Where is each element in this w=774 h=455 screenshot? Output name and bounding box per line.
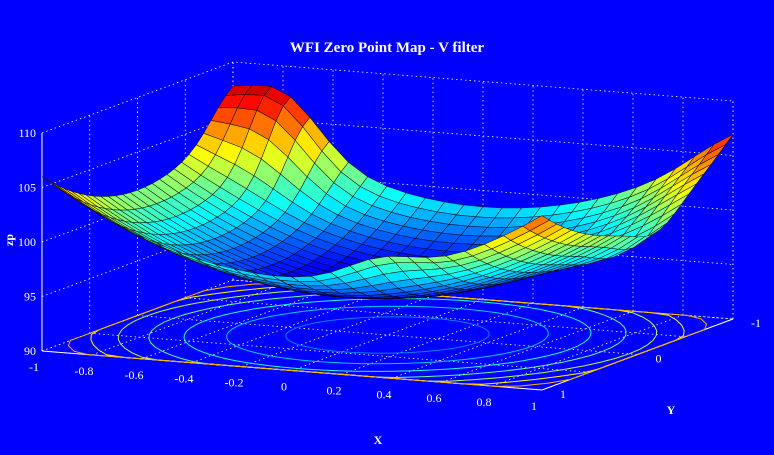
x-tick-label: -0.8	[75, 364, 94, 378]
chart-title: WFI Zero Point Map - V filter	[290, 40, 484, 56]
z-tick-label: 105	[18, 181, 36, 195]
x-tick-label: 0.4	[377, 387, 392, 401]
surface-mesh	[41, 84, 734, 300]
x-tick-label: -0.6	[125, 368, 144, 382]
wall-gridline	[41, 61, 734, 134]
contour-line	[226, 305, 549, 365]
y-tick-label: -1	[751, 316, 761, 330]
floor-contours	[67, 283, 708, 387]
y-axis-label: Y	[667, 403, 676, 417]
tick-labels: -1 -0.8 -0.6 -0.4 -0.2 0 0.2 0.4 0.6 0.8 1 -1 0 1 90 95…	[18, 126, 761, 413]
x-tick-label: 0.8	[477, 395, 492, 409]
x-tick-label: 0.2	[327, 383, 342, 397]
x-tick-label: 0.6	[427, 391, 442, 405]
z-axis-label: zp	[2, 234, 16, 246]
x-tick-label: -1	[29, 360, 39, 374]
z-tick-label: 90	[24, 344, 36, 358]
contour-line	[148, 291, 627, 379]
x-tick-label: 0	[281, 380, 287, 394]
y-tick-label: 0	[656, 352, 662, 366]
z-tick-label: 100	[18, 235, 36, 249]
z-tick-label: 95	[24, 290, 36, 304]
x-tick-label: -0.4	[175, 372, 194, 386]
surface-patch	[522, 215, 550, 232]
contour-line	[67, 283, 708, 387]
z-tick-label: 110	[18, 126, 36, 140]
contour-line	[183, 298, 592, 372]
contour-line	[285, 316, 490, 354]
x-axis-label: X	[374, 433, 383, 447]
x-tick-label: -0.2	[225, 376, 244, 390]
x-tick-label: 1	[531, 399, 537, 413]
y-tick-label: 1	[560, 387, 566, 401]
